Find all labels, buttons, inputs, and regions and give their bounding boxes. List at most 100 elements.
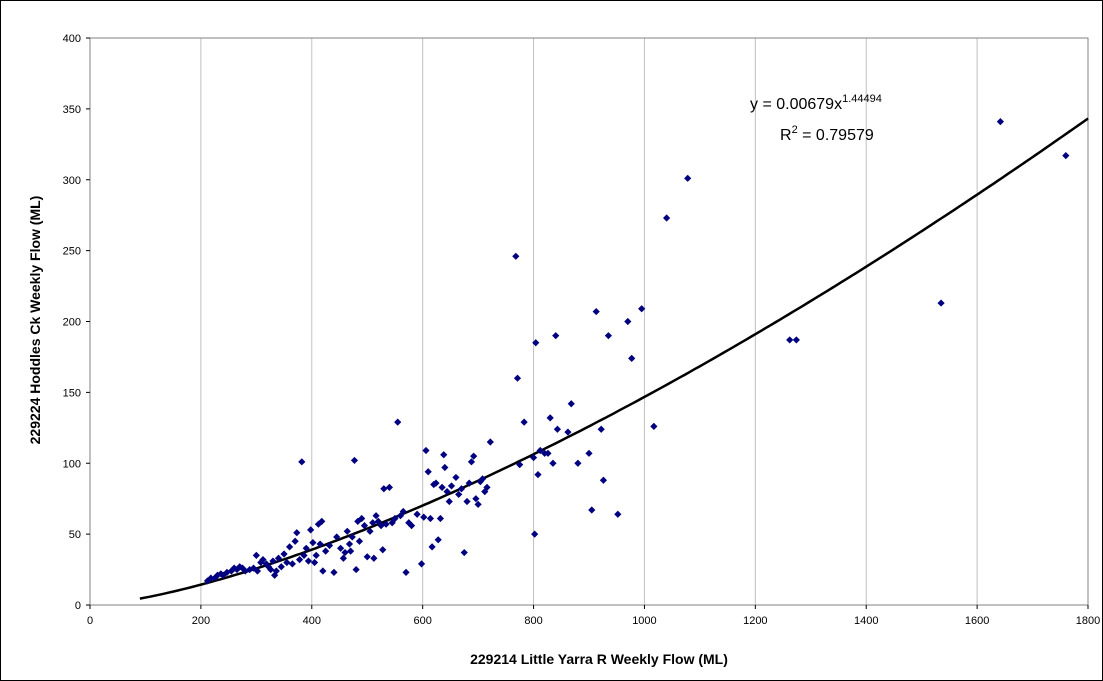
data-point xyxy=(428,543,436,551)
data-point xyxy=(413,510,421,518)
data-point xyxy=(382,520,390,528)
x-axis-title: 229214 Little Yarra R Weekly Flow (ML) xyxy=(470,651,728,667)
y-tick-label: 100 xyxy=(63,458,81,470)
data-point xyxy=(532,339,540,347)
data-point xyxy=(467,458,476,466)
data-point xyxy=(663,214,671,222)
equation-text: y = 0.00679x xyxy=(750,96,842,113)
data-point xyxy=(483,483,491,491)
x-tick-label: 0 xyxy=(87,615,93,627)
data-point xyxy=(445,497,453,506)
data-point xyxy=(536,446,544,455)
data-point xyxy=(374,517,382,525)
data-point xyxy=(486,438,494,446)
data-point xyxy=(441,463,449,472)
y-tick-label: 150 xyxy=(63,387,81,399)
data-point xyxy=(420,513,428,521)
data-point xyxy=(291,537,299,545)
data-point xyxy=(549,459,557,467)
data-point xyxy=(638,305,646,313)
data-point xyxy=(792,336,800,344)
x-tick-label: 200 xyxy=(192,615,210,627)
data-point xyxy=(267,565,275,574)
data-points xyxy=(203,118,1070,585)
trendline-equation: y = 0.00679x1.44494 xyxy=(750,93,882,113)
data-point xyxy=(534,470,542,479)
data-point xyxy=(363,553,371,561)
data-point xyxy=(354,517,362,525)
data-point xyxy=(597,425,605,433)
data-point xyxy=(937,299,945,307)
data-point xyxy=(476,478,484,486)
data-point xyxy=(302,544,310,552)
data-point xyxy=(512,252,520,260)
data-point xyxy=(684,174,692,182)
x-tick-label: 1600 xyxy=(965,615,989,627)
r2-prefix: R xyxy=(780,127,792,144)
data-point xyxy=(330,568,338,576)
data-point xyxy=(544,449,552,457)
data-point xyxy=(434,536,442,544)
data-point xyxy=(366,527,374,535)
x-tick-label: 1200 xyxy=(743,615,767,627)
data-point xyxy=(203,577,212,585)
data-point xyxy=(599,476,608,484)
data-point xyxy=(316,540,324,548)
data-point xyxy=(424,468,432,476)
data-point xyxy=(391,514,399,523)
gridlines xyxy=(200,38,978,605)
r2-value: = 0.79579 xyxy=(798,127,874,144)
y-tick-label: 350 xyxy=(63,104,81,116)
data-point xyxy=(438,483,446,491)
data-point xyxy=(650,422,658,430)
data-point xyxy=(1062,152,1070,160)
y-tick-label: 0 xyxy=(75,600,81,612)
data-point xyxy=(252,551,260,559)
data-point xyxy=(345,540,354,548)
data-point xyxy=(402,568,410,576)
data-point xyxy=(341,548,349,557)
x-tick-label: 400 xyxy=(303,615,321,627)
data-point xyxy=(443,488,451,496)
y-tick-label: 50 xyxy=(69,529,81,541)
data-point xyxy=(553,425,561,433)
data-point xyxy=(388,519,396,527)
data-point xyxy=(269,557,277,565)
data-point xyxy=(379,546,387,554)
x-axis-ticks: 0 200 400 600 800 1000 1200 1400 1600 1800 xyxy=(87,605,1100,627)
data-point xyxy=(312,551,320,559)
data-point xyxy=(472,495,480,503)
data-point xyxy=(417,560,426,568)
data-point xyxy=(257,558,265,567)
data-point xyxy=(574,459,582,467)
data-point xyxy=(531,530,539,538)
data-point xyxy=(614,510,622,518)
data-point xyxy=(360,522,369,530)
y-tick-label: 400 xyxy=(63,33,81,45)
data-point xyxy=(319,567,327,575)
data-point xyxy=(520,418,528,426)
y-axis-ticks: 0 50 100 150 200 250 300 350 400 xyxy=(63,33,90,612)
data-point xyxy=(996,118,1004,126)
data-point xyxy=(314,520,323,528)
data-point xyxy=(385,483,393,491)
data-point xyxy=(422,446,430,455)
data-point xyxy=(372,512,380,520)
data-point xyxy=(455,490,463,499)
data-point xyxy=(465,479,473,487)
data-point xyxy=(318,517,326,525)
data-point xyxy=(552,332,560,340)
x-tick-label: 600 xyxy=(413,615,431,627)
data-point xyxy=(350,456,359,465)
data-point xyxy=(426,514,435,523)
data-point xyxy=(529,453,538,462)
data-point xyxy=(322,547,330,555)
data-point xyxy=(396,512,405,520)
x-tick-label: 1400 xyxy=(854,615,878,627)
data-point xyxy=(300,551,308,559)
data-point xyxy=(355,537,364,545)
data-point xyxy=(264,563,273,571)
data-point xyxy=(786,336,794,344)
